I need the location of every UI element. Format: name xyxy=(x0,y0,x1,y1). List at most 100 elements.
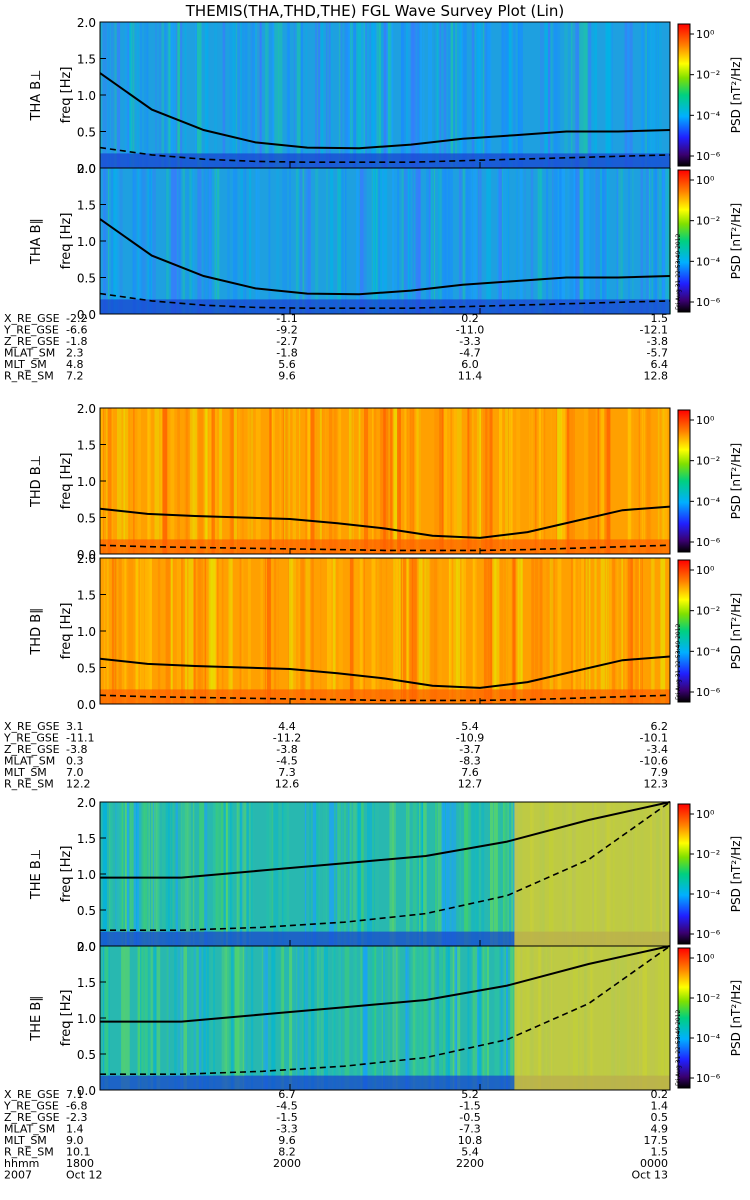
spectrogram-stripe xyxy=(284,802,289,946)
spectrogram-stripe xyxy=(467,802,471,946)
spectrogram-stripe xyxy=(197,168,202,314)
spectrogram-stripe xyxy=(143,168,145,314)
spectrogram-stripe xyxy=(453,22,455,168)
ephemeris-value: 4.4 xyxy=(278,720,296,733)
spectrogram-stripe xyxy=(561,168,566,314)
spectrogram-stripe xyxy=(229,408,233,554)
spectrogram-stripe xyxy=(198,946,202,1090)
spectrogram-stripe xyxy=(251,946,254,1090)
gyrofrequency-line xyxy=(100,945,671,1023)
spectrogram-stripe xyxy=(553,22,558,168)
spectrogram-stripe xyxy=(412,168,414,314)
colorbar-tick-label: 10⁻⁴ xyxy=(696,109,721,122)
spectrogram-stripe xyxy=(239,802,242,946)
ephemeris-row-label: Y_RE_GSE xyxy=(3,732,59,745)
spectrogram-stripe xyxy=(360,946,363,1090)
spectrogram-stripe xyxy=(304,802,307,946)
ephemeris-value: -7.3 xyxy=(459,1123,480,1136)
spectrogram-stripe xyxy=(326,22,329,168)
spectrogram-stripe xyxy=(206,408,210,554)
ephemeris-value: -11.1 xyxy=(66,732,94,745)
spectrogram-stripe xyxy=(405,946,410,1090)
spectrogram-stripe xyxy=(139,946,143,1090)
ephemeris-value: 12.7 xyxy=(458,778,483,791)
spectrogram-stripe xyxy=(437,802,440,946)
spectrogram-stripe xyxy=(661,168,664,314)
spectrogram-stripe xyxy=(107,22,110,168)
spectrogram-stripe xyxy=(239,946,244,1090)
spectrogram-stripe xyxy=(389,408,393,554)
ephemeris-row-label: hhmm xyxy=(4,1157,39,1170)
spectrogram-stripe xyxy=(484,22,487,168)
spectrogram-stripe xyxy=(228,558,232,704)
colorbar-tick-label: 10⁻⁴ xyxy=(696,495,721,508)
spectrogram-stripe xyxy=(472,558,475,704)
spectrogram-stripe xyxy=(106,408,111,554)
spectrogram-stripe xyxy=(414,408,419,554)
spectrogram-stripe xyxy=(598,168,602,314)
spectrogram-stripe xyxy=(339,22,343,168)
spectrogram-stripe xyxy=(406,802,410,946)
spectrogram-stripe xyxy=(202,408,204,554)
spectrogram-stripe xyxy=(250,802,253,946)
spectrogram-stripe xyxy=(283,802,286,946)
spectrogram-stripe xyxy=(436,22,439,168)
spectrogram-stripe xyxy=(323,408,326,554)
spectrogram-stripe xyxy=(442,946,446,1090)
spectrogram-stripe xyxy=(475,802,479,946)
spectrogram-stripe xyxy=(428,22,432,168)
spectrogram-stripe xyxy=(367,946,370,1090)
spectrogram-stripe xyxy=(113,168,118,314)
spectrogram-stripe xyxy=(317,946,320,1090)
spectrogram-stripe xyxy=(495,802,501,946)
y-tick-label: 1.0 xyxy=(77,89,96,103)
ephemeris-value: 6.0 xyxy=(461,358,479,371)
ephemeris-value: -9.2 xyxy=(276,324,297,337)
ephemeris-value: 0000 xyxy=(640,1157,668,1170)
spectrogram-stripe xyxy=(546,168,549,314)
spectrogram-stripe xyxy=(550,22,553,168)
spectrogram-stripe xyxy=(111,22,114,168)
colorbar-tick-label: 10⁻² xyxy=(696,605,720,618)
spectrogram-stripe xyxy=(577,558,580,704)
spectrogram-stripe xyxy=(321,22,324,168)
spectrogram-stripe xyxy=(204,168,209,314)
ephemeris-value: 2200 xyxy=(456,1157,484,1170)
spectrogram-stripe xyxy=(305,558,310,704)
spectrogram-stripe xyxy=(439,946,443,1090)
spectrogram-stripe xyxy=(255,22,260,168)
spectrogram-stripe xyxy=(570,22,575,168)
spectrogram-stripe xyxy=(198,558,203,704)
spectrogram-stripe xyxy=(564,22,568,168)
spectrogram-stripe xyxy=(385,408,388,554)
spectrogram-stripe xyxy=(348,802,350,946)
spectrogram-stripe xyxy=(132,22,135,168)
spectrogram-stripe xyxy=(445,802,450,946)
spectrogram-stripe xyxy=(662,168,667,314)
spectrogram-stripe xyxy=(195,946,199,1090)
spectrogram-stripe xyxy=(494,946,499,1090)
ephemeris-value: 10.1 xyxy=(66,1146,91,1159)
spectrogram-stripe xyxy=(415,168,421,314)
spectrogram-stripe xyxy=(278,802,282,946)
spectrogram-stripe xyxy=(474,22,476,168)
spectrogram-stripe xyxy=(462,168,465,314)
spectrogram-stripe xyxy=(450,946,455,1090)
spectrogram-stripe xyxy=(605,558,609,704)
colorbar xyxy=(677,559,691,703)
spectrogram-stripe xyxy=(133,408,135,554)
spectrogram-stripe xyxy=(367,802,372,946)
spectrogram-stripe xyxy=(413,802,418,946)
spectrogram-stripe xyxy=(418,558,423,704)
spectrogram-stripe xyxy=(137,408,141,554)
ephemeris-tha: X_RE_GSE -2.2 -1.1 0.2 1.5 Y_RE_GSE -6.6 -9.2 -1… xyxy=(3,312,668,383)
ephemeris-row-label: Y_RE_GSE xyxy=(3,1100,59,1113)
spectrogram-stripe xyxy=(438,168,440,314)
spectrogram-stripe xyxy=(312,802,317,946)
spectrogram-stripe xyxy=(513,22,516,168)
spectrogram-stripe xyxy=(329,558,332,704)
spectrogram-stripe xyxy=(426,168,430,314)
spectrogram-stripe xyxy=(194,408,198,554)
spectrogram-stripe xyxy=(210,408,215,554)
spectrogram-stripe xyxy=(170,802,173,946)
